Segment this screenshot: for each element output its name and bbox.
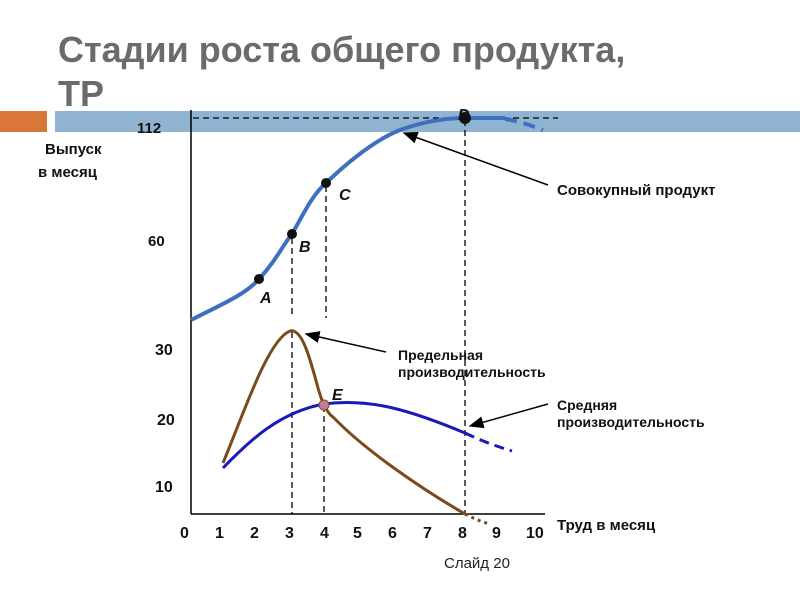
x-tick-2: 2 [250, 525, 259, 542]
x-tick-7: 7 [423, 525, 432, 542]
slide-footer: Слайд 20 [444, 555, 510, 572]
point-c-label: C [339, 187, 351, 204]
point-e-label: E [332, 387, 344, 404]
upper-ylabel-line-2: в месяц [38, 164, 98, 181]
y-tick-10: 10 [155, 479, 173, 496]
point-b-marker [287, 229, 297, 239]
average-product-curve [221, 400, 466, 470]
point-b-label: B [299, 239, 311, 256]
total-product-curve-dashed [504, 117, 544, 132]
x-tick-5: 5 [353, 525, 362, 542]
accent-orange-bar [0, 111, 47, 132]
point-d-marker [459, 112, 471, 124]
x-tick-10: 10 [526, 525, 544, 542]
mp-annotation-arrow [304, 331, 387, 353]
y-tick-20: 20 [157, 412, 175, 429]
ap-annotation-line-2: производительность [557, 414, 705, 430]
point-e-marker [318, 399, 330, 411]
total-product-curve [190, 116, 505, 322]
y-tick-60: 60 [148, 233, 165, 250]
upper-ylabel-line-1: Выпуск [45, 141, 102, 158]
tp-annotation-label: Совокупный продукт [557, 182, 715, 199]
x-tick-6: 6 [388, 525, 397, 542]
title-line-2: ТР [58, 73, 105, 114]
tp-annotation-arrow [402, 131, 549, 186]
average-product-curve-dashed [464, 431, 513, 453]
title-line-1: Стадии роста общего продукта, [58, 29, 626, 70]
marginal-product-curve [221, 329, 466, 516]
x-tick-4: 4 [320, 525, 329, 542]
x-axis-label: Труд в месяц [557, 517, 656, 534]
marginal-product-curve-dashed [464, 512, 491, 526]
x-tick-9: 9 [492, 525, 501, 542]
point-c-marker [321, 178, 331, 188]
ap-annotation-arrow [468, 403, 549, 429]
point-a-marker [254, 274, 264, 284]
x-tick-3: 3 [285, 525, 294, 542]
point-d-label: D [458, 107, 470, 124]
y-tick-112: 112 [137, 120, 161, 137]
x-tick-0: 0 [180, 525, 189, 542]
mp-annotation-line-1: Предельная [398, 347, 483, 363]
ap-annotation-line-1: Средняя [557, 397, 617, 413]
point-a-label: A [259, 290, 272, 307]
y-tick-30: 30 [155, 342, 173, 359]
slide-title: Стадии роста общего продукта, ТР [58, 28, 625, 116]
x-tick-8: 8 [458, 525, 467, 542]
mp-annotation-line-2: производительность [398, 364, 546, 380]
x-tick-1: 1 [215, 525, 224, 542]
